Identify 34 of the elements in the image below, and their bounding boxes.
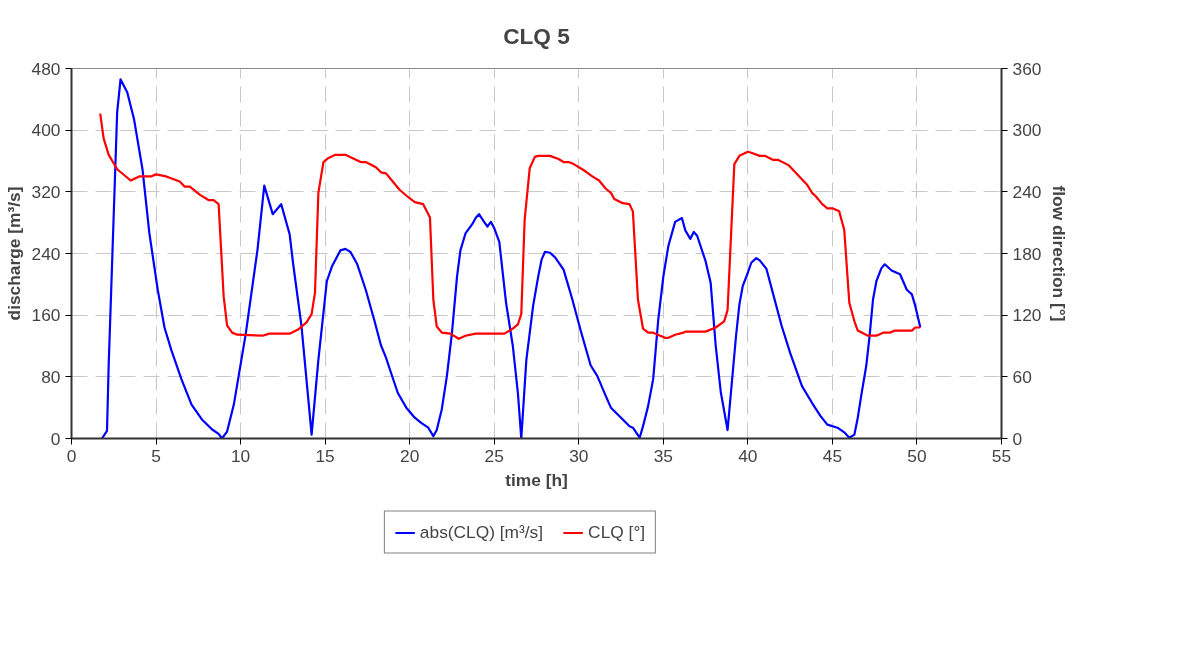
y2-tick-label: 240 xyxy=(1012,181,1042,202)
x-tick-label: 20 xyxy=(400,445,420,466)
y-tick-label: 400 xyxy=(31,120,61,141)
line-series xyxy=(100,78,922,439)
y2-tick-label: 180 xyxy=(1012,243,1042,264)
y-tick-label: 0 xyxy=(50,428,61,449)
x-tick-label: 10 xyxy=(230,445,251,466)
x-tick-label: 0 xyxy=(66,445,77,466)
y-tick-label: 480 xyxy=(31,58,61,79)
x-tick-label: 55 xyxy=(991,445,1012,466)
x-tick-label: 5 xyxy=(151,445,161,466)
y2-tick-label: 300 xyxy=(1012,120,1042,141)
y2-tick-label: 60 xyxy=(1012,366,1032,387)
y-tick-label: 80 xyxy=(41,366,61,387)
legend-label: abs(CLQ) [m³/s] xyxy=(419,521,544,543)
x-tick-label: 35 xyxy=(653,445,673,466)
x-tick-label: 45 xyxy=(822,445,843,466)
y2-tick-label: 360 xyxy=(1012,58,1042,79)
x-tick-label: 15 xyxy=(315,445,335,466)
y-tick-label: 240 xyxy=(31,243,61,264)
y-tick-label: 320 xyxy=(31,181,61,202)
legend-label: CLQ [°] xyxy=(588,521,646,543)
x-tick-label: 40 xyxy=(738,445,758,466)
x-tick-label: 50 xyxy=(907,445,927,466)
y2-tick-label: 0 xyxy=(1012,428,1023,449)
y2-tick-label: 120 xyxy=(1012,305,1042,326)
y-axis-title: discharge [m³/s] xyxy=(3,186,24,321)
y-tick-label: 160 xyxy=(31,305,61,326)
x-tick-label: 25 xyxy=(484,445,504,466)
chart-title: CLQ 5 xyxy=(503,22,570,49)
x-tick-label: 30 xyxy=(569,445,589,466)
x-axis-title: time [h] xyxy=(505,469,568,490)
line-series xyxy=(99,112,922,340)
y2-axis-title: flow direction [°] xyxy=(1049,185,1070,322)
